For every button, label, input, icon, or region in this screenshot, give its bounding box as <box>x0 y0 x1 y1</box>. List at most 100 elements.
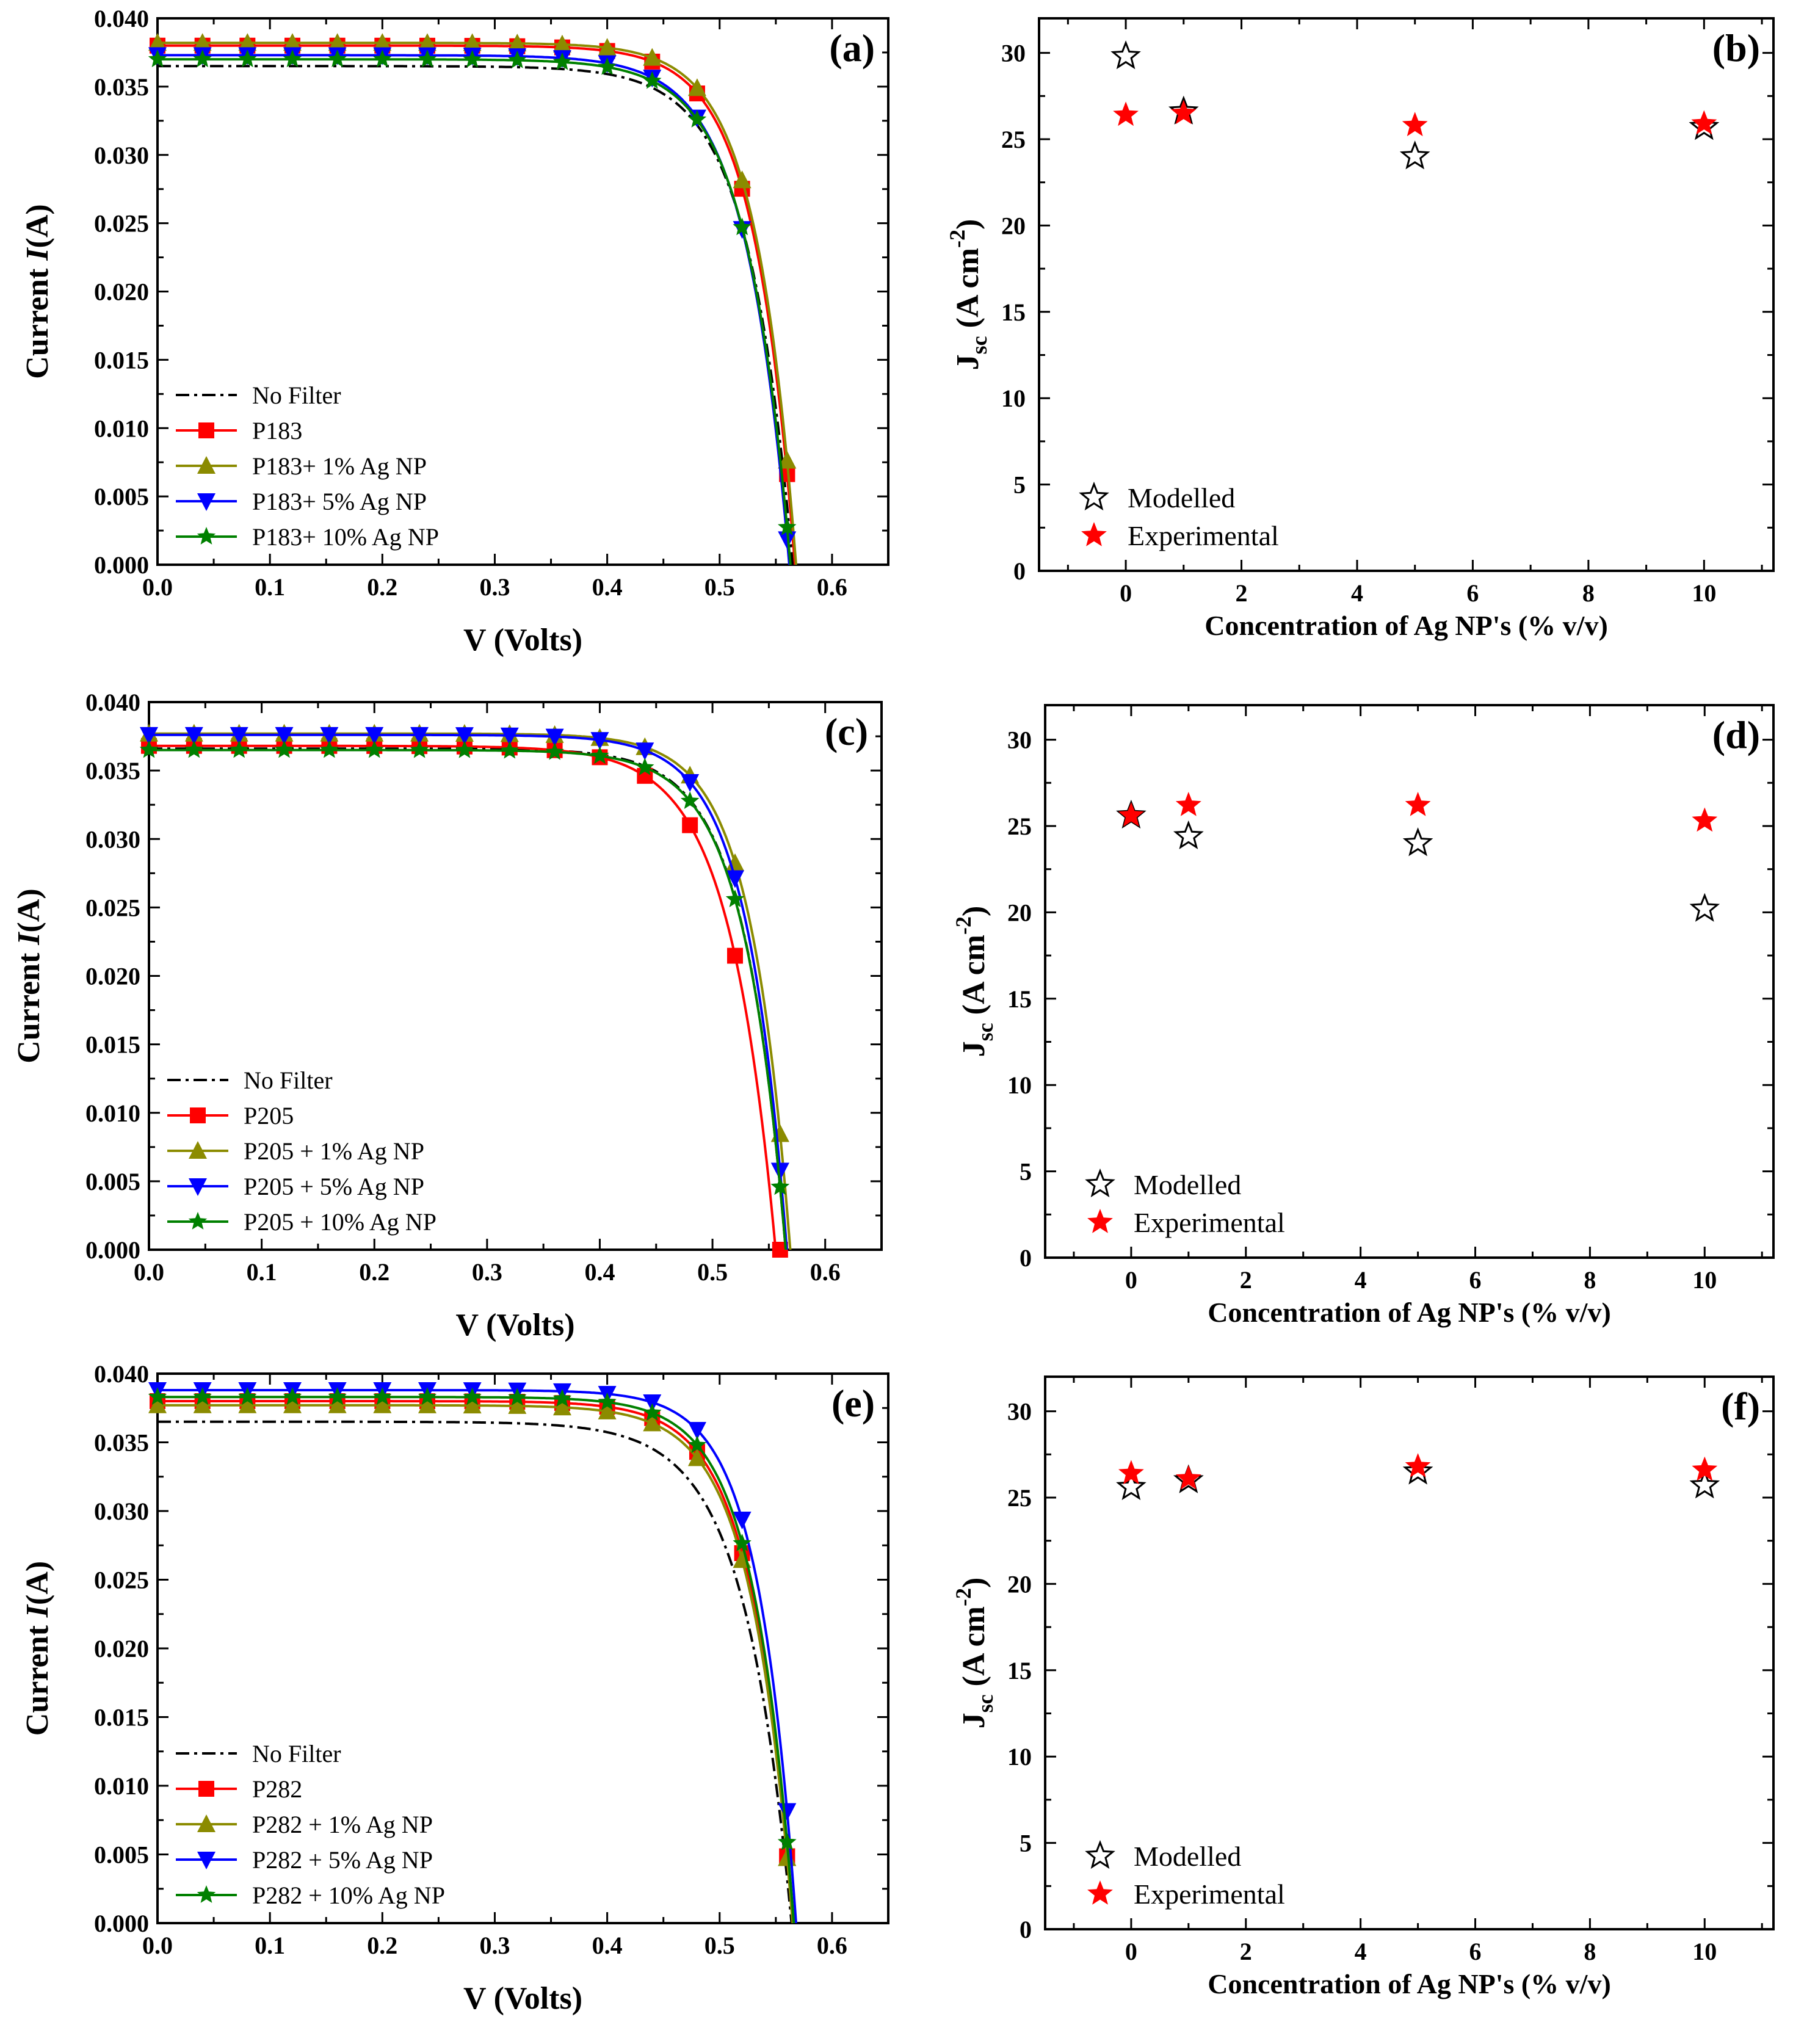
plot-frame <box>148 701 883 1251</box>
panel-label: (e) <box>831 1382 875 1425</box>
y-tick-label: 0.025 <box>94 210 149 237</box>
modelled-point <box>1110 40 1141 70</box>
y-label-unit: (A cm <box>957 935 991 1023</box>
experimental-point <box>1405 792 1431 816</box>
legend-marker <box>197 493 216 511</box>
y-tick-label: 25 <box>1001 126 1026 153</box>
y-tick-label: 0.015 <box>94 346 149 374</box>
iv-curve-1 <box>158 65 794 565</box>
iv-marker <box>410 740 429 758</box>
ticks <box>148 701 883 1251</box>
iv-marker <box>508 1388 527 1406</box>
iv-marker <box>238 33 257 51</box>
iv-marker <box>590 732 609 750</box>
experimental-point <box>1692 807 1718 832</box>
legend-label: P205 + 1% Ag NP <box>244 1137 424 1165</box>
iv-marker <box>275 727 294 745</box>
legend-label: P205 + 5% Ag NP <box>244 1173 424 1200</box>
ticks <box>1045 705 1773 1259</box>
legend-label: P282 + 10% Ag NP <box>252 1882 445 1909</box>
y-label-italic: I <box>12 932 46 946</box>
y-axis-label: Current I(A) <box>12 888 46 1063</box>
iv-marker <box>275 740 294 758</box>
x-tick-label: 10 <box>1692 1266 1717 1294</box>
experimental-point <box>1113 101 1139 126</box>
plot-frame <box>1044 704 1775 1259</box>
x-tick-label: 6 <box>1466 579 1479 607</box>
plot-frame <box>1044 1375 1775 1930</box>
y-axis-label: Jsc (A cm-2) <box>951 1578 998 1729</box>
y-tick-label: 0.015 <box>85 1031 140 1059</box>
x-tick-label: 0.3 <box>479 1932 510 1959</box>
x-tick-label: 2 <box>1240 1266 1252 1294</box>
iv-marker <box>365 740 384 758</box>
plot-frame <box>1038 17 1775 572</box>
y-tick-label: 0.025 <box>85 894 140 921</box>
y-label-unit: (A) <box>20 1561 55 1605</box>
y-tick-label: 5 <box>1020 1830 1032 1857</box>
series-group <box>148 33 797 565</box>
x-tick-label: 0.2 <box>367 573 397 601</box>
legend-label: P282 + 1% Ag NP <box>252 1811 433 1838</box>
iv-marker <box>687 109 707 128</box>
iv-marker <box>552 52 572 70</box>
iv-curve-2 <box>158 1400 794 1924</box>
y-tick-label: 0 <box>1020 1244 1032 1272</box>
iv-marker <box>148 1395 167 1413</box>
iv-marker <box>139 740 159 758</box>
y-label-sup: -2 <box>945 230 969 248</box>
iv-marker <box>733 1511 752 1529</box>
x-tick-label: 2 <box>1240 1938 1252 1965</box>
iv-marker <box>636 742 654 761</box>
y-axis-label: Jsc (A cm-2) <box>945 219 991 371</box>
x-tick-label: 8 <box>1582 579 1595 607</box>
iv-marker <box>238 1387 257 1405</box>
y-tick-label: 0.000 <box>94 551 149 579</box>
iv-curve-1 <box>158 1420 793 1924</box>
y-tick-label: 0.030 <box>94 1498 149 1525</box>
modelled-point <box>1689 893 1720 922</box>
iv-marker <box>365 727 384 745</box>
experimental-point <box>1405 1453 1431 1477</box>
y-tick-label: 0.035 <box>94 1429 149 1457</box>
iv-marker <box>508 1396 527 1414</box>
legend-label: P205 + 10% Ag NP <box>244 1208 436 1236</box>
legend: Modelled Experimental <box>1085 1839 1285 1910</box>
y-label-sup: -2 <box>951 1588 976 1606</box>
iv-marker <box>320 727 339 745</box>
series-group <box>1110 40 1720 170</box>
y-tick-label: 0.025 <box>94 1567 149 1594</box>
iv-marker <box>552 34 571 53</box>
panel-c: 0.0 0.1 0.2 0.3 0.4 0.5 0.6 0.000 0.005 0.010 0.01… <box>12 689 883 1343</box>
legend-marker <box>197 1814 216 1832</box>
x-tick-label: 0.1 <box>247 1258 277 1286</box>
y-tick-label: 0 <box>1013 557 1026 585</box>
legend-label: P282 + 5% Ag NP <box>252 1846 433 1874</box>
iv-curve-5 <box>158 1396 795 1924</box>
iv-marker <box>590 746 609 764</box>
x-tick-label: 0 <box>1125 1266 1137 1294</box>
iv-marker <box>184 740 204 758</box>
iv-marker <box>545 728 564 747</box>
iv-marker <box>140 727 158 745</box>
legend: Modelled Experimental <box>1079 481 1279 551</box>
y-label-main: J <box>957 1041 991 1057</box>
iv-marker <box>373 1387 392 1405</box>
y-label-text: Current <box>20 261 55 379</box>
ticks <box>1039 18 1773 572</box>
iv-marker <box>726 870 744 888</box>
x-tick-label: 0.4 <box>592 1932 623 1959</box>
legend-label: No Filter <box>252 1740 341 1767</box>
panel-label: (d) <box>1712 713 1760 756</box>
iv-marker <box>725 890 745 907</box>
iv-marker <box>184 727 203 745</box>
legend-marker <box>1087 1209 1113 1233</box>
iv-marker <box>238 49 257 68</box>
iv-marker <box>418 49 437 68</box>
legend: No Filter P183 P183+ 1% Ag NP P183+ 5% Ag N… <box>176 382 439 551</box>
y-label-italic: I <box>20 1604 55 1618</box>
iv-marker <box>410 727 429 745</box>
x-tick-label: 2 <box>1236 579 1248 607</box>
iv-marker <box>418 33 436 51</box>
y-tick-label: 20 <box>1007 1570 1032 1598</box>
